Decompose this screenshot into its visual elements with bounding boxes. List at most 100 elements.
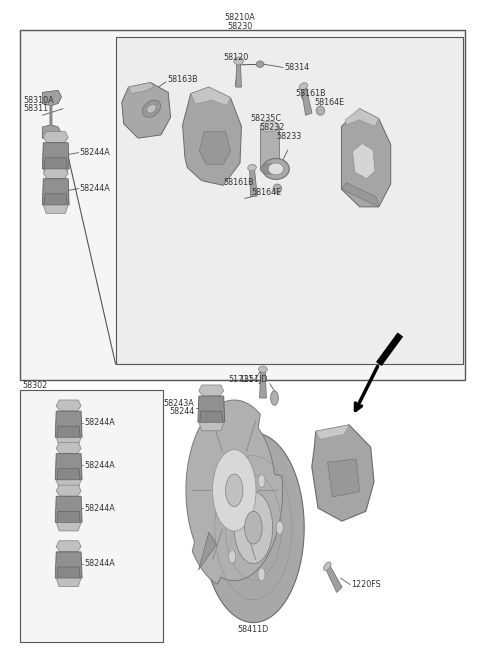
Polygon shape	[191, 87, 230, 106]
Polygon shape	[327, 459, 360, 497]
Ellipse shape	[268, 163, 284, 174]
Ellipse shape	[299, 83, 308, 90]
Polygon shape	[199, 132, 230, 165]
Polygon shape	[44, 194, 67, 205]
Polygon shape	[236, 62, 241, 87]
Text: 58230: 58230	[228, 22, 252, 31]
Polygon shape	[55, 552, 82, 578]
Polygon shape	[57, 469, 80, 480]
Ellipse shape	[234, 57, 243, 65]
Ellipse shape	[142, 100, 161, 117]
Polygon shape	[199, 385, 224, 396]
Text: 58244A: 58244A	[84, 504, 115, 512]
Polygon shape	[341, 182, 379, 207]
Ellipse shape	[271, 391, 278, 405]
Polygon shape	[203, 433, 304, 623]
Ellipse shape	[324, 562, 331, 571]
Polygon shape	[301, 85, 312, 115]
Polygon shape	[199, 417, 224, 431]
Ellipse shape	[316, 106, 324, 115]
Polygon shape	[345, 109, 379, 127]
Polygon shape	[56, 400, 81, 411]
Polygon shape	[260, 127, 279, 169]
Ellipse shape	[248, 165, 256, 171]
Bar	[116, 37, 463, 364]
Polygon shape	[199, 532, 216, 570]
Polygon shape	[57, 511, 80, 522]
Polygon shape	[42, 178, 69, 205]
Polygon shape	[312, 425, 374, 521]
Text: 58232: 58232	[259, 123, 285, 133]
Polygon shape	[56, 517, 81, 531]
Text: 58120: 58120	[223, 53, 249, 62]
Text: 51711: 51711	[228, 375, 253, 384]
Polygon shape	[43, 132, 68, 143]
Polygon shape	[316, 425, 349, 440]
Polygon shape	[325, 564, 342, 592]
Text: 58161B: 58161B	[296, 89, 326, 98]
Polygon shape	[42, 143, 69, 169]
Text: 58302: 58302	[22, 381, 48, 390]
Bar	[20, 30, 465, 380]
Ellipse shape	[234, 491, 273, 564]
Polygon shape	[43, 164, 68, 177]
Polygon shape	[200, 411, 223, 422]
Polygon shape	[56, 573, 81, 586]
Polygon shape	[57, 426, 80, 438]
Text: 58164E: 58164E	[315, 98, 345, 108]
Ellipse shape	[259, 366, 267, 373]
Polygon shape	[57, 567, 80, 578]
Text: 1220FS: 1220FS	[351, 580, 381, 589]
Text: 58244: 58244	[169, 407, 194, 417]
Text: 1351JD: 1351JD	[239, 375, 268, 384]
Text: 58235C: 58235C	[251, 114, 282, 123]
Text: 58233: 58233	[276, 132, 301, 140]
Ellipse shape	[258, 474, 265, 487]
Polygon shape	[44, 158, 67, 169]
Polygon shape	[55, 496, 82, 522]
Bar	[20, 390, 163, 642]
Text: 58314: 58314	[284, 63, 309, 72]
Ellipse shape	[213, 450, 256, 531]
Ellipse shape	[273, 184, 282, 193]
Polygon shape	[352, 144, 375, 178]
Polygon shape	[250, 167, 257, 197]
Polygon shape	[341, 109, 391, 207]
Polygon shape	[56, 443, 81, 454]
Polygon shape	[182, 87, 241, 185]
Polygon shape	[56, 541, 81, 552]
Polygon shape	[260, 369, 266, 398]
Text: 58244A: 58244A	[84, 559, 115, 568]
Polygon shape	[42, 91, 61, 140]
Text: 58311: 58311	[24, 104, 49, 113]
Polygon shape	[198, 396, 225, 422]
Text: 58210A: 58210A	[225, 13, 255, 22]
Ellipse shape	[228, 492, 236, 505]
Ellipse shape	[245, 511, 262, 544]
Text: 58163B: 58163B	[167, 75, 198, 84]
Text: 58411D: 58411D	[238, 625, 269, 634]
Polygon shape	[122, 83, 170, 138]
Polygon shape	[56, 475, 81, 488]
Ellipse shape	[263, 159, 289, 179]
Polygon shape	[129, 83, 154, 94]
Text: 58161B: 58161B	[223, 178, 254, 187]
Polygon shape	[43, 168, 68, 178]
Polygon shape	[55, 454, 82, 480]
Ellipse shape	[228, 550, 236, 563]
Text: 58310A: 58310A	[24, 96, 54, 105]
Ellipse shape	[260, 121, 279, 132]
Ellipse shape	[147, 104, 156, 113]
Text: 58244A: 58244A	[80, 148, 110, 157]
Ellipse shape	[258, 568, 265, 581]
Polygon shape	[55, 411, 82, 438]
Text: 58244A: 58244A	[84, 461, 115, 470]
Polygon shape	[56, 432, 81, 446]
Polygon shape	[186, 400, 283, 584]
Text: 58244A: 58244A	[84, 419, 115, 428]
Text: 58244A: 58244A	[80, 184, 110, 193]
Polygon shape	[56, 485, 81, 496]
Ellipse shape	[256, 61, 264, 68]
Ellipse shape	[260, 164, 279, 174]
Text: 58243A: 58243A	[164, 399, 194, 408]
